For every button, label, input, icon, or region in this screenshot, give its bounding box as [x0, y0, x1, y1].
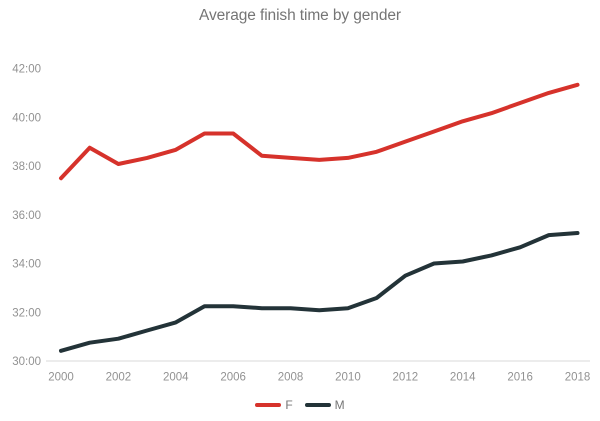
- series-line-m: [59, 231, 580, 353]
- chart-legend: F M: [0, 398, 600, 412]
- series-line-f: [59, 82, 580, 181]
- y-tick-label: 30:00: [12, 356, 41, 368]
- chart-title: Average finish time by gender: [199, 7, 401, 24]
- legend-swatch-f-icon: [255, 403, 282, 407]
- x-tick-label: 2006: [220, 372, 246, 384]
- y-tick-label: 38:00: [12, 161, 41, 173]
- x-tick-label: 2000: [48, 372, 74, 384]
- legend-item-m: M: [304, 398, 345, 412]
- y-tick-label: 42:00: [12, 64, 41, 76]
- x-tick-label: 2004: [163, 372, 189, 384]
- x-tick-label: 2014: [450, 372, 476, 384]
- x-tick-label: 2010: [335, 372, 361, 384]
- legend-label-f: F: [285, 398, 293, 412]
- y-tick-label: 36:00: [12, 210, 41, 222]
- y-tick-label: 34:00: [12, 259, 41, 271]
- x-tick-label: 2002: [106, 372, 132, 384]
- x-tick-label: 2012: [393, 372, 419, 384]
- y-tick-label: 40:00: [12, 112, 41, 124]
- y-tick-label: 32:00: [12, 307, 41, 319]
- x-tick-label: 2016: [507, 372, 533, 384]
- x-tick-label: 2018: [565, 372, 591, 384]
- legend-label-m: M: [334, 398, 345, 412]
- legend-swatch-m-icon: [304, 403, 331, 407]
- x-tick-label: 2008: [278, 372, 304, 384]
- legend-item-f: F: [255, 398, 293, 412]
